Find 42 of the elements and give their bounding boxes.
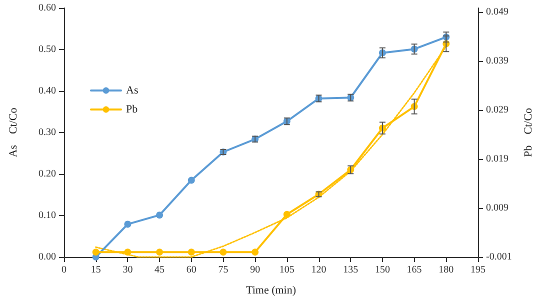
x-tick-label: 0 — [62, 264, 66, 276]
y2-tick-label: 0.019 — [486, 153, 508, 164]
y2-tick-label: 0.049 — [486, 6, 508, 18]
x-tick-label: 135 — [343, 264, 358, 276]
point — [156, 212, 164, 219]
x-tick-label: 75 — [218, 264, 228, 276]
x-axis-title: Time (min) — [246, 284, 296, 296]
x-tick-label: 90 — [250, 264, 260, 276]
x-tick-label: 150 — [374, 264, 390, 276]
point — [92, 248, 100, 256]
y-tick-label: 0.20 — [38, 168, 56, 180]
y2-tick-label: 0.039 — [486, 55, 508, 66]
point — [252, 248, 259, 256]
point — [220, 248, 227, 256]
y-tick-label: 0.00 — [38, 252, 56, 262]
y2-tick-label: 0.009 — [486, 202, 508, 214]
x-tick-label: 45 — [154, 264, 165, 276]
legend-label: As — [126, 84, 138, 96]
point — [124, 220, 132, 228]
point — [188, 248, 195, 256]
y-tick-label: 0.40 — [38, 86, 56, 96]
y-axis-title: As Ct/Co — [8, 107, 20, 158]
point — [124, 248, 132, 256]
point — [156, 248, 164, 256]
point — [283, 210, 290, 218]
x-tick-label: 195 — [470, 264, 486, 276]
y-tick-label: 0.10 — [38, 210, 56, 221]
legend-label: Pb — [126, 104, 138, 116]
y2-axis-title: Pb Ct/Co — [522, 108, 534, 157]
point — [188, 176, 195, 184]
x-tick-label: 180 — [438, 264, 454, 276]
x-tick-label: 30 — [122, 264, 133, 276]
x-tick-label: 165 — [406, 264, 422, 276]
y-tick-label: 0.30 — [38, 127, 56, 138]
y2-tick-label: 0.029 — [486, 104, 508, 116]
x-tick-label: 60 — [186, 264, 196, 276]
y-tick-label: 0.50 — [38, 44, 56, 55]
y-tick-label: 0.60 — [38, 2, 56, 14]
y2-tick-label: -0.001 — [486, 252, 512, 262]
x-tick-label: 120 — [311, 264, 326, 276]
x-tick-label: 105 — [279, 264, 294, 276]
x-tick-label: 15 — [90, 264, 101, 276]
